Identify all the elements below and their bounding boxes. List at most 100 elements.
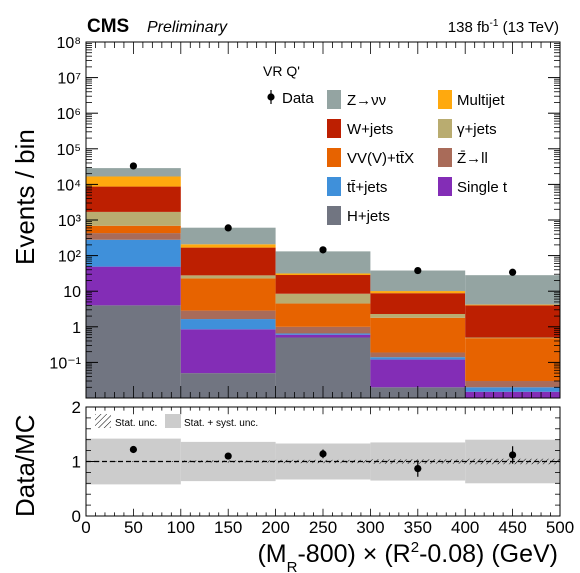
syst-unc-swatch [165,414,181,428]
stack-bar-4-bin-4 [465,338,560,382]
stack-bar-4-bin-1 [180,278,276,311]
stack-bar-7-bin-1 [180,244,276,248]
stat-band-bin-0 [86,460,181,463]
stack-bar-3-bin-1 [180,310,276,320]
legend-swatch-7 [438,177,452,196]
legend: Data Z→νν Multijet W+jets γ+jets VV(V)+tt̄X Z̄… [267,90,508,225]
stack-bar-7-bin-2 [275,273,371,276]
x-tick-label: 350 [404,518,432,537]
stack-bar-5-bin-0 [86,211,181,226]
legend-swatch-3 [438,119,452,138]
x-axis-label-sub: R [287,559,298,573]
stack-bar-7-bin-0 [86,176,181,187]
ratio-y-tick-label: 1 [72,453,81,472]
stack-bar-2-bin-3 [370,357,466,360]
legend-swatch-1 [438,90,452,109]
stack-bar-8-bin-0 [86,168,181,177]
legend-label-5: Z̄→ll [457,150,488,167]
ratio-y-tick-label: 2 [72,398,81,417]
main-ticks: 10⁻¹ 1 10 10² 10³ 10⁴ 10⁵ 10⁶ 10⁷ 10⁸ [49,35,561,399]
data-point-3 [414,266,422,275]
stack-bar-1-bin-1 [180,329,276,374]
stack-bar-3-bin-2 [275,326,371,334]
y-axis-label: Events / bin [10,129,40,265]
stack-bar-6-bin-4 [465,305,560,338]
y-tick-label: 10⁶ [57,106,81,123]
y-tick-label: 10² [58,249,82,266]
stack-bar-2-bin-1 [180,319,276,330]
x-tick-label: 100 [167,518,195,537]
stack-bar-4-bin-3 [370,317,466,353]
lumi-exponent: -1 [490,18,499,29]
stat-unc-label: Stat. unc. [115,418,157,429]
x-axis-label: (MR-800) × (R2-0.08) (GeV) [257,539,558,573]
legend-label-0: Z→νν [347,92,386,109]
lumi-label: 138 fb-1 (13 TeV) [448,18,559,36]
y-tick-label: 10⁷ [57,71,81,88]
stack-bar-8-bin-2 [275,251,371,274]
stack-bar-6-bin-3 [370,293,466,314]
ratio-y-label: Data/MC [10,414,40,517]
x-tick-label: 150 [214,518,242,537]
ratio-y-tick-label: 0 [72,507,81,526]
ratio-legend: Stat. unc. Stat. + syst. unc. [95,414,258,429]
legend-swatch-0 [327,90,341,109]
stack-bar-5-bin-1 [180,275,276,279]
y-tick-label: 10⁸ [56,35,81,52]
stack-bar-5-bin-4 [465,337,560,339]
data-layer [129,162,517,276]
legend-swatch-2 [327,119,341,138]
legend-swatch-8 [327,206,341,225]
stack-bar-4-bin-0 [86,225,181,234]
x-tick-label: 500 [546,518,574,537]
x-tick-label: 400 [451,518,479,537]
stack-bar-2-bin-2 [275,333,371,335]
legend-label-4: VV(V)+tt̄X [347,150,414,167]
stack-bar-3-bin-0 [86,233,181,240]
legend-label-6: tt̄+jets [347,179,387,196]
x-tick-label: 450 [498,518,526,537]
stack-bar-7-bin-3 [370,291,466,294]
legend-label-1: Multijet [457,92,505,109]
ratio-point-1 [224,452,232,460]
x-tick-label: 300 [356,518,384,537]
legend-label-8: H+jets [347,208,390,225]
ratio-ticks: 0 50 100 150 200 250 300 350 400 450 500 0 1 2 [72,398,575,537]
region-label: VR Q' [263,63,300,79]
stack-bar-5-bin-2 [275,293,371,304]
stack-bar-2-bin-0 [86,239,181,267]
data-point-4 [508,268,517,276]
ratio-points [129,445,517,477]
x-tick-label: 0 [81,518,90,537]
experiment-label: CMS [87,16,129,37]
x-axis-label-sup: 2 [411,539,419,556]
ratio-point-0 [129,445,137,454]
x-axis-label-part2: -800) × (R [297,540,410,568]
data-point-1 [224,224,232,232]
stat-unc-swatch [95,414,111,428]
x-axis-label-part1: (M [257,540,286,568]
x-tick-label: 250 [309,518,337,537]
stack-bar-6-bin-1 [180,247,276,276]
legend-label-2: W+jets [347,121,393,138]
legend-data-label: Data [282,90,314,107]
y-tick-label: 10⁴ [56,177,81,194]
legend-label-7: Single t [457,179,508,196]
ratio-plot: 0 50 100 150 200 250 300 350 400 450 500 0 1 2 Stat. … [72,398,575,537]
stack-bar-3-bin-4 [465,381,560,388]
ratio-point-3 [414,464,422,473]
legend-swatch-4 [327,148,341,167]
lumi-energy: (13 TeV) [498,19,559,36]
y-tick-label: 10 [63,284,81,301]
y-tick-label: 10³ [58,213,82,230]
stack-bar-6-bin-2 [275,275,371,294]
stat-band-bin-1 [180,460,276,463]
ratio-point-2 [319,450,327,458]
stack-bar-1-bin-0 [86,266,181,306]
stack-bar-5-bin-3 [370,313,466,318]
legend-swatch-6 [327,177,341,196]
stack-bar-8-bin-4 [465,275,560,305]
stack-bar-8-bin-1 [180,227,276,245]
legend-label-3: γ+jets [457,121,497,138]
